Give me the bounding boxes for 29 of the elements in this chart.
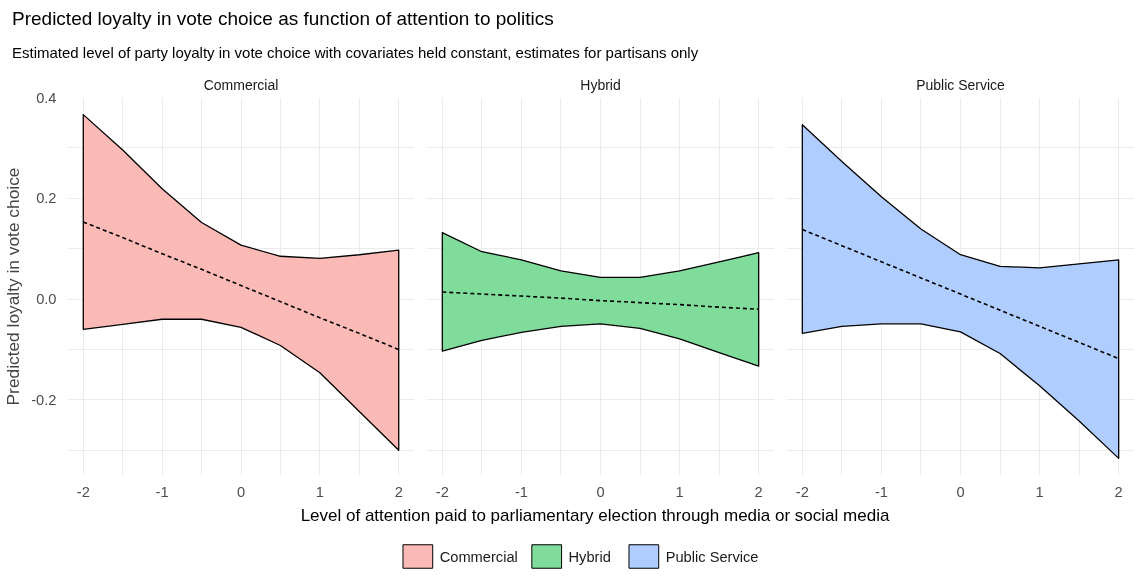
- x-tick-label: 2: [394, 483, 403, 500]
- text: Public Service: [665, 548, 759, 565]
- x-tick-label: 2: [1114, 483, 1123, 500]
- y-tick-label: 0.4: [36, 89, 57, 106]
- x-tick-label: -1: [155, 483, 169, 500]
- x-tick-label: 0: [956, 483, 965, 500]
- x-tick-label: 2: [754, 483, 763, 500]
- chart-title: Hybrid: [580, 76, 621, 93]
- chart-title: Public Service: [916, 76, 1006, 93]
- x-tick-label: 1: [675, 483, 684, 500]
- x-tick-label: 0: [596, 483, 605, 500]
- text: Hybrid: [568, 548, 611, 565]
- x-tick-label: -2: [795, 483, 809, 500]
- y-tick-label: 0.2: [36, 189, 57, 206]
- text: Estimated level of party loyalty in vote choice with covariates held constant, estimates for partisans only: [12, 43, 699, 64]
- y-axis-title: Predicted loyalty in vote choice: [3, 167, 24, 406]
- x-axis-title: Level of attention paid to parliamentary election through media or social media: [300, 504, 890, 527]
- x-tick-label: 1: [315, 483, 324, 500]
- y-tick-label: 0.0: [36, 290, 57, 307]
- x-tick-label: 1: [1035, 483, 1044, 500]
- legend-label: Commercial: [439, 548, 518, 565]
- x-tick-label: 0: [236, 483, 246, 500]
- x-tick-label: -2: [76, 483, 90, 500]
- chart-title: Commercial: [203, 76, 279, 93]
- text: Predicted loyalty in vote choice as function of attention to politics: [12, 7, 554, 31]
- x-tick-label: -2: [435, 483, 449, 500]
- y-tick-label: -0.2: [31, 391, 57, 408]
- x-tick-label: -1: [514, 483, 528, 500]
- x-tick-label: -1: [874, 483, 888, 500]
